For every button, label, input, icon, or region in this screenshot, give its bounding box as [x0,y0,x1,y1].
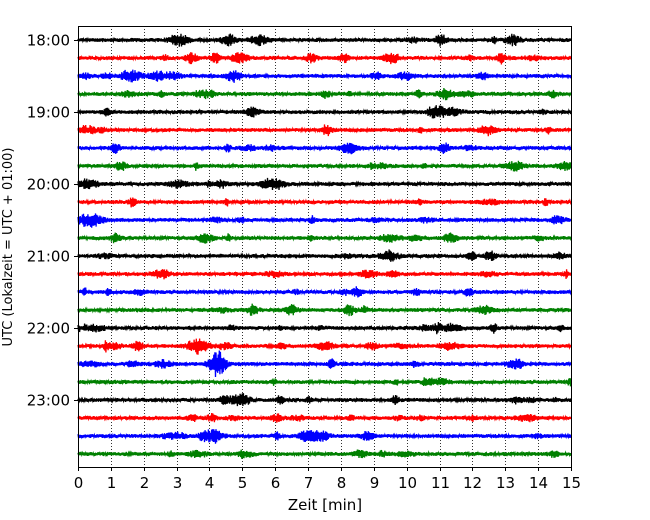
x-tick-label: 8 [337,474,347,492]
trace-2130 [77,286,572,298]
x-tick-label: 13 [496,474,515,492]
x-tick-label: 12 [463,474,482,492]
trace-2345 [77,449,572,459]
y-tick-label: 20:00 [27,176,70,194]
trace-2015 [77,197,572,208]
trace-2000 [77,177,572,191]
trace-2045 [77,232,572,244]
trace-1800 [77,33,572,47]
x-tick-label: 9 [370,474,380,492]
trace-1830 [77,69,572,83]
trace-2030 [77,213,572,228]
trace-1945 [77,160,572,172]
trace-2115 [77,269,572,280]
x-tick-label: 11 [431,474,450,492]
x-axis-label: Zeit [min] [288,496,362,514]
x-tick-label: 10 [398,474,417,492]
trace-2200 [77,321,572,335]
y-tick-label: 23:00 [27,392,70,410]
plot-frame [78,26,572,468]
seismic-traces [77,33,572,459]
trace-1915 [77,124,572,137]
trace-2100 [77,249,572,262]
x-tick-label: 3 [173,474,183,492]
x-tick-label: 4 [205,474,215,492]
trace-2300 [77,393,572,407]
x-tick-label: 7 [304,474,314,492]
trace-1930 [77,142,572,155]
y-tick-label: 22:00 [27,320,70,338]
y-tick-label: 18:00 [27,32,70,50]
y-axis-label: UTC (Lokalzeit = UTC + 01:00) [1,148,16,347]
trace-2330 [77,429,572,444]
x-tick-label: 2 [140,474,150,492]
x-tick-label: 6 [271,474,281,492]
x-tick-label: 5 [238,474,248,492]
x-axis-ticks: 0 1 2 3 4 5 6 7 8 9 10 11 12 13 14 15 [74,467,581,492]
x-tick-label: 0 [74,474,84,492]
y-tick-label: 21:00 [27,248,70,266]
trace-1845 [77,87,572,101]
trace-2145 [77,303,572,317]
x-tick-label: 15 [562,474,581,492]
trace-2315 [77,413,572,423]
trace-2245 [77,377,572,387]
trace-1815 [77,52,572,65]
y-tick-label: 19:00 [27,104,70,122]
y-axis-ticks: 18:00 19:00 20:00 21:00 22:00 23:00 [27,32,78,410]
trace-1900 [77,105,572,119]
x-tick-label: 14 [529,474,548,492]
trace-2230 [77,350,572,378]
x-tick-label: 1 [107,474,117,492]
trace-2215 [77,338,572,355]
